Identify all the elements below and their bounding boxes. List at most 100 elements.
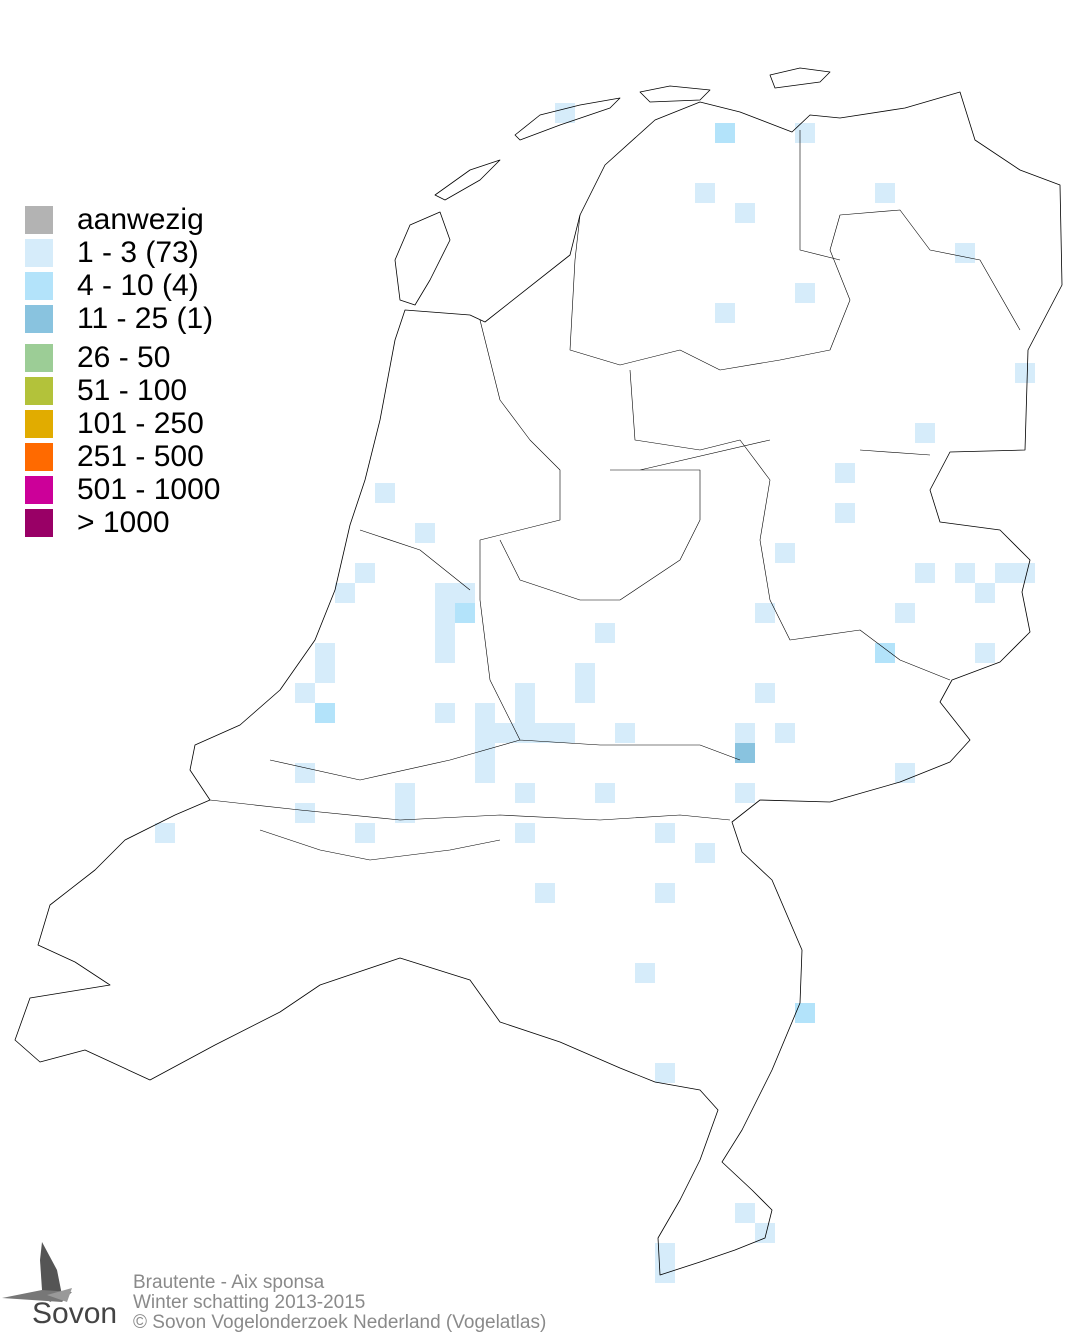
grid-cell [435,583,455,603]
grid-cell [455,583,475,603]
schiermonnikoog-island [769,67,831,89]
grid-cell [535,723,555,743]
legend-swatch [25,442,53,471]
legend-item: aanwezig [25,203,220,236]
legend-swatch [25,343,53,372]
legend-swatch [25,238,53,267]
grid-cell [475,763,495,783]
legend-item: 101 - 250 [25,407,220,440]
grid-cell [655,1243,675,1263]
grid-cell [735,783,755,803]
grid-cell [315,643,335,663]
legend-swatch [25,475,53,504]
grid-cell [775,543,795,563]
grid-cell [535,883,555,903]
legend-swatch [25,376,53,405]
grid-cell [735,723,755,743]
grid-cell [975,583,995,603]
logo-text: Sovon [32,1297,118,1330]
grid-cell [455,603,475,623]
grid-cell [695,843,715,863]
legend-label: 1 - 3 (73) [77,235,199,269]
species-name: Brautente - Aix sponsa [133,1272,325,1293]
legend-label: 51 - 100 [77,373,188,407]
copyright: © Sovon Vogelonderzoek Nederland (Vogela… [133,1312,547,1333]
grid-cell [655,883,675,903]
grid-cell [715,123,735,143]
province-borders [209,130,1021,861]
grid-cell [515,783,535,803]
legend-item: 26 - 50 [25,341,220,374]
legend-item: 51 - 100 [25,374,220,407]
grid-cell [515,683,535,703]
grid-cell [595,623,615,643]
legend-item: > 1000 [25,506,220,539]
legend-label: > 1000 [77,505,170,539]
grid-cell [515,823,535,843]
grid-cell [875,643,895,663]
sovon-logo-swallow-icon [2,1242,72,1302]
grid-cell [635,963,655,983]
ameland-island [639,85,711,103]
grid-cell [555,103,575,123]
texel-island [394,211,451,306]
grid-cell [575,663,595,683]
legend-label: 11 - 25 (1) [77,301,214,335]
grid-cell [735,203,755,223]
legend-label: 501 - 1000 [77,472,221,506]
grid-cell [555,723,575,743]
grid-cell [435,623,455,643]
grid-cell [1015,363,1035,383]
grid-cell [375,483,395,503]
grid-cell [975,643,995,663]
grid-cell [955,563,975,583]
survey-period: Winter schatting 2013-2015 [133,1292,366,1313]
grid-cell [155,823,175,843]
legend-item: 11 - 25 (1) [25,302,220,335]
occupancy-grid [155,103,1035,1283]
grid-cell [835,463,855,483]
grid-cell [655,1063,675,1083]
grid-cell [715,303,735,323]
grid-cell [515,703,535,723]
legend-item: 4 - 10 (4) [25,269,220,302]
grid-cell [835,503,855,523]
legend-swatch [25,409,53,438]
legend-label: 4 - 10 (4) [77,268,199,302]
legend-label: 251 - 500 [77,439,204,473]
legend-swatch [25,304,53,333]
map-caption: Brautente - Aix sponsa Winter schatting … [133,1273,546,1333]
grid-cell [515,723,535,743]
grid-cell [475,743,495,763]
legend-item: 501 - 1000 [25,473,220,506]
netherlands-outline [14,91,1063,1276]
grid-cell [475,703,495,723]
grid-cell [735,743,755,763]
grid-cell [875,183,895,203]
grid-cell [755,683,775,703]
grid-cell [995,563,1015,583]
grid-cell [315,703,335,723]
grid-cell [435,703,455,723]
legend-label: 26 - 50 [77,340,171,374]
legend-swatch [25,271,53,300]
legend-label: 101 - 250 [77,406,204,440]
grid-cell [335,583,355,603]
grid-cell [1015,563,1035,583]
vlieland-island [434,159,501,201]
grid-cell [415,523,435,543]
terschelling-island [514,97,621,141]
grid-cell [495,723,515,743]
grid-cell [295,683,315,703]
grid-cell [915,423,935,443]
grid-cell [475,723,495,743]
legend-swatch [25,508,53,537]
grid-cell [575,683,595,703]
grid-cell [755,603,775,623]
grid-cell [395,783,415,803]
grid-cell [615,723,635,743]
grid-cell [795,283,815,303]
legend-label: aanwezig [77,202,204,236]
grid-cell [735,1203,755,1223]
